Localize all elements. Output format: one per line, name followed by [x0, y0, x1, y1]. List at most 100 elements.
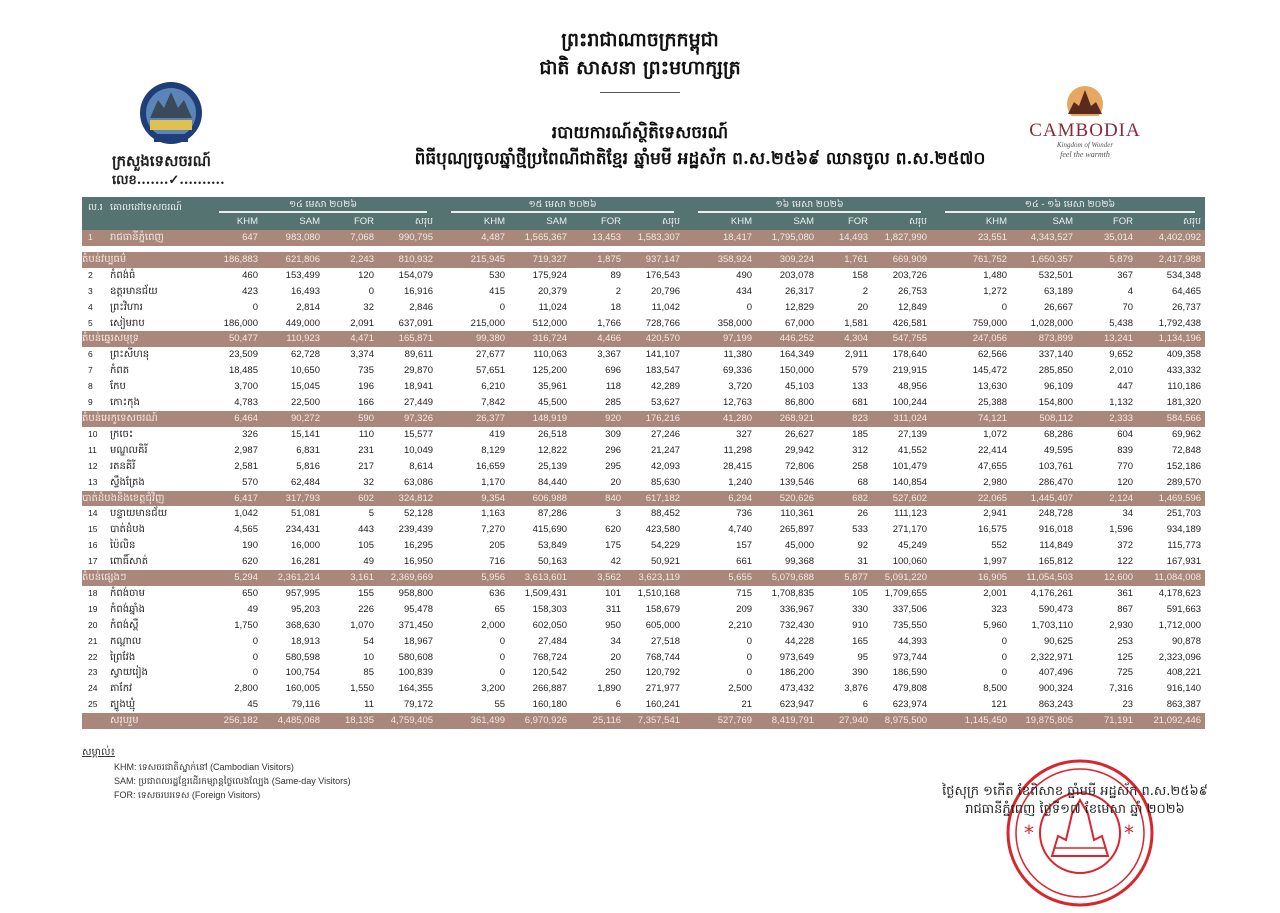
value-khm: 4,565 — [234, 524, 258, 536]
value-sam: 86,800 — [784, 397, 815, 409]
value-khm: 2,980 — [983, 476, 1008, 488]
value-for: 7,068 — [324, 230, 378, 246]
value-khm: 28,415 — [722, 460, 753, 472]
value-for: 735 — [358, 365, 374, 377]
value-khm: 7,842 — [481, 397, 506, 409]
value-for: 118 — [605, 381, 622, 393]
value-sam: 446,252 — [756, 331, 819, 348]
reference-number: លេខ.......✓.......... — [112, 173, 225, 188]
value-sam: 863,243 — [1038, 699, 1074, 711]
value-for: 27,940 — [818, 713, 873, 730]
value-total: 85,630 — [650, 476, 681, 488]
value-sam: 732,430 — [779, 619, 815, 631]
value-khm: 1,272 — [983, 285, 1008, 297]
value-for: 1,875 — [571, 251, 626, 268]
kingdom-title: ព្រះរាជាណាចក្រកម្ពុជា — [561, 29, 719, 51]
value-sam: 590,473 — [1038, 603, 1074, 615]
value-sam: 165,812 — [1038, 556, 1074, 568]
value-for: 725 — [1117, 667, 1134, 679]
value-total: 21,247 — [650, 444, 681, 456]
value-khm: 716 — [489, 556, 506, 568]
value-khm: 323 — [991, 603, 1008, 615]
value-khm: 9,354 — [437, 490, 510, 507]
value-sam: 248,728 — [1038, 508, 1074, 520]
value-sam: 45,103 — [784, 381, 815, 393]
value-sam: 125,200 — [532, 365, 568, 377]
value-total: 110,186 — [1167, 381, 1202, 393]
value-sam: 957,995 — [285, 587, 320, 599]
value-sam: 983,080 — [262, 230, 324, 246]
table-row: 12 រតនគិរី 2,581 5,816 217 8,614 16,659 25,139 2… — [82, 459, 1205, 475]
value-sam: 266,887 — [532, 683, 568, 695]
value-khm: 57,651 — [475, 365, 506, 377]
value-sam: 100,754 — [285, 667, 320, 679]
value-khm: 0 — [252, 667, 258, 679]
ministry-logo — [138, 78, 204, 158]
value-total: 2,323,096 — [1158, 651, 1202, 663]
value-for: 361 — [1117, 587, 1134, 599]
value-khm: 22,065 — [931, 490, 1012, 507]
value-total: 181,320 — [1166, 397, 1202, 409]
region-subtotal-row: តំបន់ផ្សេងៗ 5,294 2,361,214 3,161 2,369,669 5… — [82, 570, 1206, 586]
value-for: 5,877 — [818, 570, 873, 586]
value-khm: 6,464 — [205, 410, 262, 427]
value-sam: 50,163 — [537, 556, 568, 568]
destination-name: កំពង់ស្ពឺ — [110, 619, 139, 631]
temple-sunset-icon — [1067, 86, 1103, 122]
value-total: 140,854 — [892, 476, 928, 488]
table-row: 5 សៀមរាប 186,000 449,000 2,091 637,091 215,000… — [82, 316, 1205, 332]
value-for: 20 — [610, 476, 622, 488]
row-number: 21 — [88, 635, 98, 646]
table-row: 3 ឧត្តរមានជ័យ 423 16,493 0 16,916 415 20,379 2 20… — [82, 284, 1205, 300]
value-for: 54 — [363, 635, 374, 647]
value-khm: 0 — [252, 651, 258, 663]
value-sam: 99,368 — [784, 556, 815, 568]
subcol-header-total: សរុប — [625, 213, 685, 230]
value-for: 105 — [852, 587, 869, 599]
value-khm: 5,960 — [983, 619, 1008, 631]
value-khm: 23,551 — [931, 230, 1012, 246]
value-for: 1,132 — [1109, 397, 1134, 409]
value-sam: 103,761 — [1038, 460, 1074, 472]
value-khm: 0 — [746, 651, 753, 663]
value-sam: 35,961 — [537, 381, 568, 393]
value-total: 219,915 — [892, 365, 928, 377]
lunar-date: ថ្ងៃសុក្រ ១កើត ខែពិសាខ ឆ្នាំមមី អដ្ឋស័ក … — [942, 784, 1208, 799]
value-for: 32 — [363, 476, 374, 488]
value-sam: 8,419,791 — [756, 713, 819, 730]
value-total: 152,186 — [1166, 460, 1202, 472]
value-sam: 72,806 — [784, 460, 815, 472]
value-total: 916,140 — [1166, 683, 1202, 695]
value-for: 1,766 — [597, 317, 622, 329]
value-khm: 0 — [499, 301, 506, 313]
value-sam: 368,630 — [285, 619, 320, 631]
value-for: 1,890 — [597, 683, 622, 695]
value-sam: 1,650,357 — [1011, 251, 1078, 268]
value-sam: 512,000 — [532, 317, 568, 329]
value-total: 584,566 — [1137, 410, 1206, 427]
value-for: 696 — [605, 365, 622, 377]
value-total: 165,871 — [378, 331, 438, 348]
value-sam: 26,667 — [1043, 301, 1074, 313]
value-total: 16,950 — [403, 556, 434, 568]
value-sam: 2,814 — [296, 301, 320, 313]
table-row: 14 បន្ទាយមានជ័យ 1,042 51,081 5 52,128 1,163 87,… — [82, 506, 1205, 522]
value-sam: 53,849 — [537, 540, 568, 552]
value-for: 839 — [1117, 444, 1134, 456]
value-total: 141,107 — [645, 349, 681, 361]
value-sam: 11,054,503 — [1011, 570, 1078, 586]
value-sam: 96,109 — [1043, 381, 1074, 393]
value-total: 527,602 — [872, 490, 932, 507]
value-sam: 1,708,835 — [771, 587, 815, 599]
value-for: 42 — [610, 556, 622, 568]
value-total: 311,024 — [872, 410, 932, 427]
value-total: 637,091 — [398, 317, 434, 329]
subcol-header-khm: KHM — [684, 213, 757, 230]
value-total: 5,091,220 — [872, 570, 932, 586]
official-stamp: * * — [1000, 758, 1160, 913]
value-khm: 186,883 — [205, 251, 262, 268]
destination-name: រាជធានីភ្នំពេញ — [110, 230, 205, 246]
value-khm: 552 — [991, 540, 1008, 552]
value-total: 95,478 — [403, 603, 434, 615]
value-for: 2 — [862, 285, 869, 297]
